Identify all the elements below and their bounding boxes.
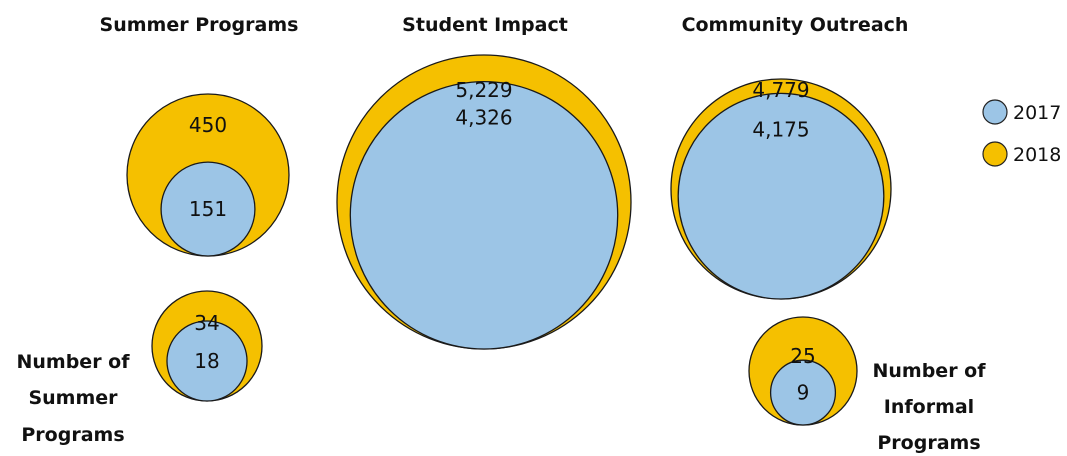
value-2017-number_of_informal_programs: 9: [797, 381, 810, 405]
bubble-layer: 450 151 5,229 4,326 4,779 4,175 34 18 25 9: [126, 54, 892, 426]
bubble-2017-community_outreach: [677, 92, 885, 300]
legend-swatch-2017: [982, 99, 1008, 125]
group-title-number-of-summer-programs-line2: Summer: [28, 387, 118, 409]
legend-label-2018: 2018: [1013, 144, 1061, 166]
group-title-student-impact: Student Impact: [402, 14, 568, 36]
title-layer: Summer Programs Student Impact Community…: [16, 14, 986, 454]
group-title-community-outreach: Community Outreach: [682, 14, 909, 36]
bubble-2017-summer_programs: [160, 161, 256, 257]
legend-label-2017: 2017: [1013, 102, 1061, 124]
group-title-number-of-summer-programs-line3: Programs: [21, 424, 124, 446]
value-2018-community_outreach: 4,779: [752, 78, 809, 102]
bubble-2017-student_impact: [349, 80, 619, 350]
value-2017-summer_programs: 151: [189, 197, 227, 221]
group-title-number-of-summer-programs-line1: Number of: [16, 351, 130, 373]
group-title-number-of-informal-programs-line1: Number of: [872, 360, 986, 382]
value-2018-number_of_summer_programs: 34: [194, 311, 219, 335]
value-2018-number_of_informal_programs: 25: [790, 344, 815, 368]
value-2017-number_of_summer_programs: 18: [194, 349, 219, 373]
legend: 2017 2018: [982, 99, 1061, 167]
bubble-2017-number_of_summer_programs: [166, 320, 248, 402]
group-title-number-of-informal-programs-line3: Programs: [877, 432, 980, 454]
group-title-summer-programs: Summer Programs: [100, 14, 299, 36]
value-2018-student_impact: 5,229: [455, 78, 512, 102]
value-2018-summer_programs: 450: [189, 113, 227, 137]
bubble-2017-number_of_informal_programs: [769, 359, 837, 426]
group-title-number-of-informal-programs-line2: Informal: [884, 396, 974, 418]
legend-swatch-2018: [982, 141, 1008, 167]
value-2017-student_impact: 4,326: [455, 106, 512, 130]
value-2017-community_outreach: 4,175: [752, 117, 809, 141]
